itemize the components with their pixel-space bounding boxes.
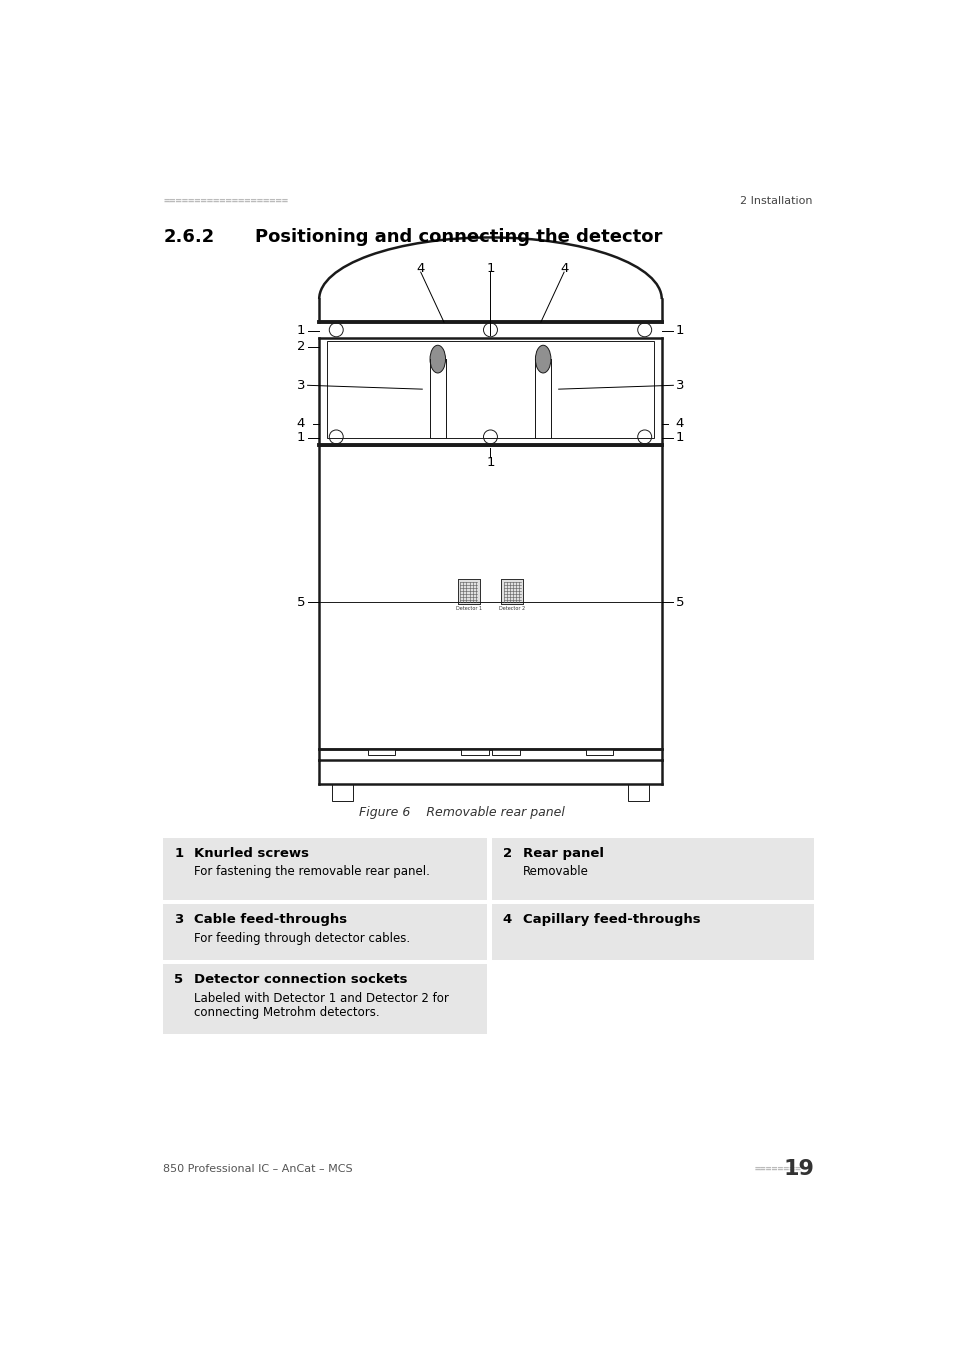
Text: Detector connection sockets: Detector connection sockets [194,973,408,987]
Text: 1: 1 [486,456,495,468]
Text: 3: 3 [296,379,305,391]
Bar [492,749,519,755]
Text: Cable feed-throughs: Cable feed-throughs [194,913,347,926]
Text: 2: 2 [502,846,512,860]
Text: ========: ======== [754,1164,801,1174]
Bar [327,342,654,437]
Bar [627,784,649,801]
Bar [461,749,488,755]
Bar [492,904,814,960]
Text: 4: 4 [675,417,683,431]
Text: 1: 1 [675,324,683,338]
Text: 4: 4 [416,262,424,275]
Bar [457,579,479,603]
Text: 3: 3 [675,379,683,391]
Text: Removable: Removable [522,865,588,879]
Text: 1: 1 [296,324,305,338]
Bar [500,579,522,603]
Bar [500,579,522,603]
Text: 4: 4 [502,913,512,926]
Text: Capillary feed-throughs: Capillary feed-throughs [522,913,700,926]
Text: 4: 4 [559,262,568,275]
Text: Labeled with Detector 1 and Detector 2 for: Labeled with Detector 1 and Detector 2 f… [194,992,449,1004]
Text: 1: 1 [296,431,305,444]
Text: 1: 1 [486,262,495,275]
Text: 3: 3 [174,913,183,926]
Text: Knurled screws: Knurled screws [194,846,309,860]
Bar [535,359,550,437]
Text: Rear panel: Rear panel [522,846,603,860]
Text: 1: 1 [174,846,183,860]
Text: 5: 5 [174,973,183,987]
Text: 2 Installation: 2 Installation [740,196,812,205]
Ellipse shape [535,346,550,373]
Text: Detector 1: Detector 1 [456,606,481,612]
Text: 1: 1 [675,431,683,444]
Text: For fastening the removable rear panel.: For fastening the removable rear panel. [194,865,430,879]
Text: 4: 4 [296,417,305,431]
Text: connecting Metrohm detectors.: connecting Metrohm detectors. [194,1006,379,1019]
Bar [430,359,445,437]
Text: ====================: ==================== [163,196,288,205]
Text: 850 Professional IC – AnCat – MCS: 850 Professional IC – AnCat – MCS [163,1164,353,1174]
Text: 19: 19 [782,1160,814,1179]
Bar [163,964,487,1034]
Bar [163,838,487,899]
Bar [367,749,395,755]
Text: 2: 2 [296,340,305,354]
Bar [492,838,814,899]
Bar [457,579,479,603]
Ellipse shape [430,346,445,373]
Bar [319,446,661,749]
Text: 5: 5 [296,595,305,609]
Text: 2.6.2: 2.6.2 [163,228,214,246]
Text: Figure 6    Removable rear panel: Figure 6 Removable rear panel [359,806,565,819]
Text: Positioning and connecting the detector: Positioning and connecting the detector [254,228,661,246]
Text: 5: 5 [675,595,683,609]
Bar [585,749,613,755]
Text: For feeding through detector cables.: For feeding through detector cables. [194,931,410,945]
Text: Detector 2: Detector 2 [498,606,525,612]
Bar [332,784,353,801]
Bar [163,904,487,960]
